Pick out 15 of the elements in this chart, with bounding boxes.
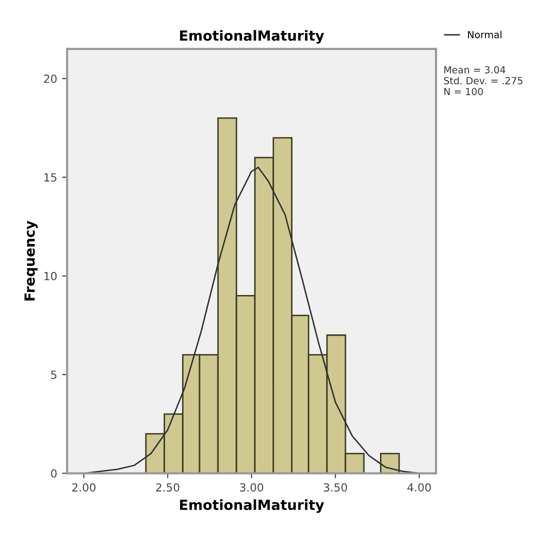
- x-axis-title: EmotionalMaturity: [180, 499, 324, 513]
- y-tick-label: 10: [44, 272, 57, 280]
- y-tick-label: 0: [51, 469, 57, 478]
- text: Mean = 3.04 Std. Dev. = .275 N = 100: [444, 66, 522, 96]
- x-tick-label: 2.00: [72, 483, 96, 492]
- x-tick-label: 3.50: [324, 483, 348, 492]
- x-tick-label: 4.00: [407, 483, 431, 492]
- y-tick-label: 5: [51, 370, 56, 379]
- chart-title: EmotionalMaturity: [180, 30, 324, 44]
- x-tick-label: 3.00: [240, 483, 264, 492]
- legend-label: Normal: [468, 30, 502, 38]
- y-axis-title: Frequency: [24, 220, 38, 300]
- x-tick-label: 2.50: [156, 483, 180, 492]
- y-tick-label: 15: [44, 173, 56, 182]
- y-tick-label: 20: [44, 74, 57, 83]
